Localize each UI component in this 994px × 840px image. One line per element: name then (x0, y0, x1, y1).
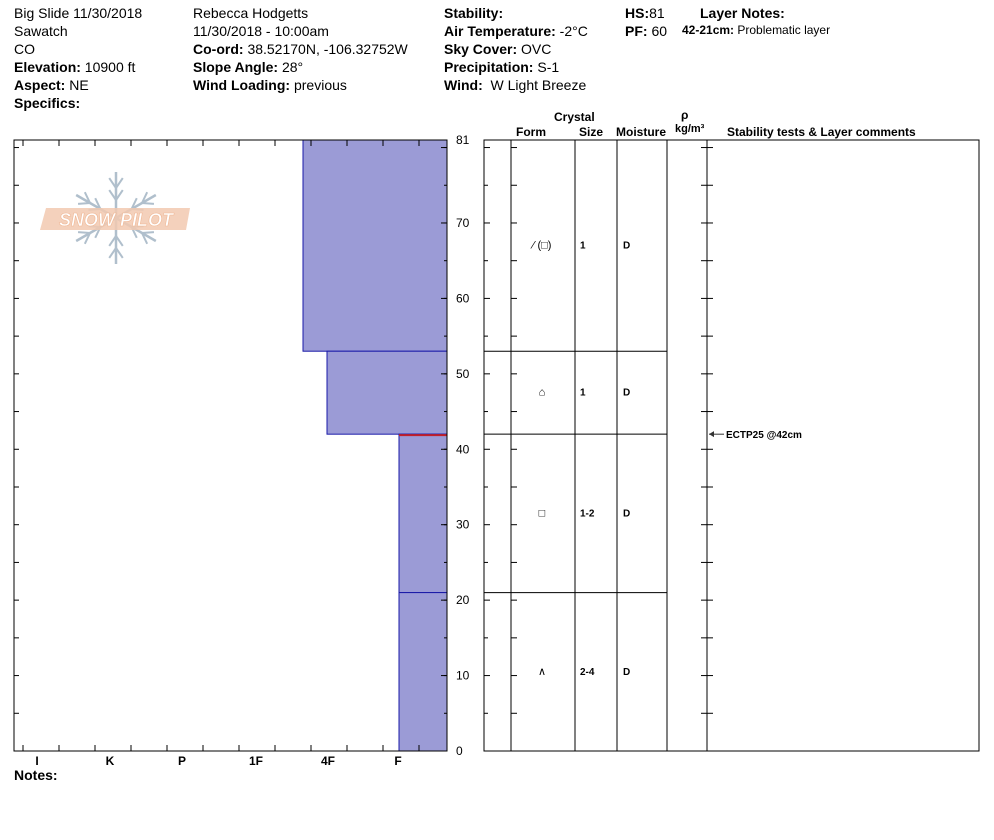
crystal-size: 2-4 (580, 667, 595, 678)
coord-row: Co-ord: 38.52170N, -106.32752W (193, 41, 408, 57)
hardness-label: F (394, 754, 401, 768)
depth-label: 20 (456, 593, 470, 607)
sky-row: Sky Cover: OVC (444, 41, 552, 57)
depth-label: 60 (456, 291, 470, 305)
snowflake-branch (108, 247, 117, 259)
size-header: Size (579, 125, 604, 139)
hardness-bar (326, 350, 448, 435)
depth-label: 10 (456, 669, 470, 683)
density-unit: kg/m³ (675, 123, 705, 135)
layer-note-row: 42-21cm: Problematic layer (682, 23, 831, 37)
notes-row: Notes: (14, 767, 58, 783)
logo-text: SNOW PILOT (59, 210, 175, 230)
crystal-form: ⁄ (□) (530, 240, 552, 252)
snowflake-branch (115, 247, 124, 259)
layer-table-frame (483, 139, 980, 752)
layer-notes-block: Layer Notes: (700, 4, 785, 22)
header-snow-block: HS:81 PF: 60 (625, 4, 667, 40)
snowflake-branch (141, 191, 149, 204)
moisture-header: Moisture (616, 125, 667, 139)
density-symbol: ρ (681, 108, 689, 122)
hardness-bar (302, 139, 448, 352)
snowflake-branch (83, 191, 91, 204)
hardness-label: K (106, 754, 115, 768)
header-observer-block: Rebecca Hodgetts 11/30/2018 - 10:00am Co… (193, 4, 408, 94)
header-location-block: Big Slide 11/30/2018 Sawatch CO Elevatio… (14, 4, 142, 112)
depth-label: 50 (456, 367, 470, 381)
moisture-value: D (623, 667, 630, 678)
snowflake-branch (115, 177, 124, 189)
elevation-row: Elevation: 10900 ft (14, 59, 136, 75)
crystal-size: 1 (580, 241, 586, 252)
crystal-size: 1-2 (580, 508, 595, 519)
hardness-bar (398, 592, 448, 752)
snowflake-branch (141, 202, 155, 205)
aspect-row: Aspect: NE (14, 77, 89, 93)
snowflake-branch (115, 189, 124, 201)
wind-row: Wind: W Light Breeze (444, 77, 587, 93)
crystal-size: 1 (580, 388, 586, 399)
crystal-form: ⌂ (539, 387, 546, 399)
snowflake-branch (115, 235, 124, 247)
observer-name: Rebecca Hodgetts (193, 5, 309, 21)
moisture-value: D (623, 388, 630, 399)
crystal-header: Crystal (554, 110, 595, 124)
snowflake-branch (108, 177, 117, 189)
depth-label: 81 (456, 133, 470, 147)
depth-label: 30 (456, 518, 470, 532)
stability-test-label: ECTP25 @42cm (726, 430, 802, 441)
snowflake-branch (108, 189, 117, 201)
form-header: Form (516, 125, 546, 139)
specifics-row: Specifics: (14, 95, 81, 111)
depth-label: 0 (456, 744, 463, 758)
test-arrow (709, 431, 714, 438)
air-temp-row: Air Temperature: -2°C (444, 23, 588, 39)
wind-loading-row: Wind Loading: previous (193, 77, 347, 93)
snowflake-branch (83, 232, 91, 245)
snowpilot-logo: SNOW PILOT (40, 172, 190, 264)
pf-row: PF: 60 (625, 23, 668, 39)
hardness-label: P (178, 754, 186, 768)
snowflake-branch (141, 231, 155, 234)
moisture-value: D (623, 508, 630, 519)
range-name: Sawatch (14, 23, 68, 39)
hardness-bar (398, 433, 448, 594)
hs-row: HS:81 (625, 5, 665, 21)
crystal-form: ∧ (538, 666, 546, 678)
depth-label: 70 (456, 216, 470, 230)
moisture-value: D (623, 241, 630, 252)
hardness-label: 1F (249, 754, 263, 768)
snowflake-branch (77, 231, 91, 234)
header-weather-block: Stability: Air Temperature: -2°C Sky Cov… (444, 4, 588, 94)
hardness-label: 4F (321, 754, 335, 768)
logo-banner (40, 208, 190, 230)
pit-title: Big Slide 11/30/2018 (14, 5, 143, 21)
precip-row: Precipitation: S-1 (444, 59, 560, 75)
snowflake-branch (108, 235, 117, 247)
depth-label: 40 (456, 442, 470, 456)
hardness-label: I (35, 754, 38, 768)
crystal-form: □ (539, 507, 546, 519)
snowflake-branch (94, 197, 102, 210)
stability-row: Stability: (444, 5, 504, 21)
observation-datetime: 11/30/2018 - 10:00am (193, 23, 329, 39)
snowflake-branch (141, 232, 149, 245)
snowflake-branch (77, 202, 91, 205)
state-name: CO (14, 41, 35, 57)
hardness-plot-frame (13, 139, 448, 752)
layer-notes-label: Layer Notes: (700, 5, 785, 21)
snowflake-branch (130, 197, 138, 210)
slope-row: Slope Angle: 28° (193, 59, 304, 75)
stability-tests-header: Stability tests & Layer comments (727, 125, 916, 139)
